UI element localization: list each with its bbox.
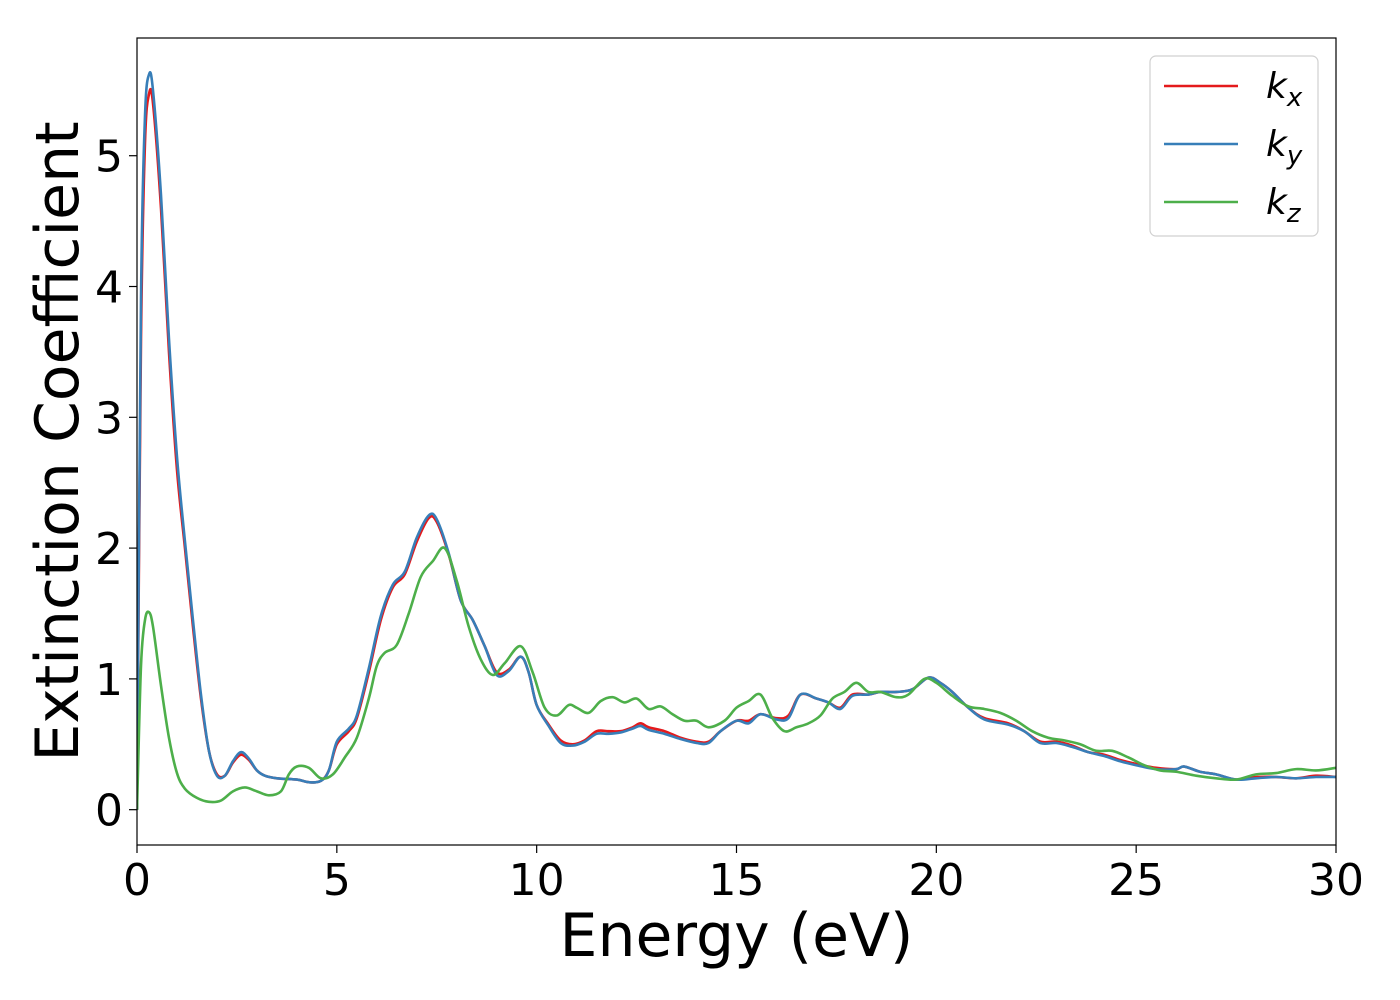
series-line-z	[137, 546, 1336, 810]
y-tick-label: 4	[95, 263, 123, 314]
x-axis-label: Energy (eV)	[560, 901, 914, 971]
legend-label-y: ky	[1266, 124, 1303, 171]
x-tick-label: 5	[323, 855, 351, 906]
x-tick-label: 0	[123, 855, 151, 906]
x-tick-label: 15	[709, 855, 765, 906]
legend-box	[1149, 55, 1319, 237]
series-layer	[137, 71, 1336, 810]
x-tick-label: 20	[908, 855, 964, 906]
y-tick-label: 5	[95, 132, 123, 183]
y-tick-label: 0	[95, 786, 123, 837]
legend-label-z: kz	[1266, 182, 1302, 229]
x-tick-label: 10	[509, 855, 565, 906]
legend: kx ky kz	[1149, 55, 1319, 237]
y-axis-ticks: 0 1 2 3 4 5	[95, 132, 137, 837]
legend-label-x: kx	[1266, 66, 1303, 113]
y-tick-label: 2	[95, 524, 123, 575]
y-tick-label: 3	[95, 393, 123, 444]
y-axis-label: Extinction Coefficient	[23, 121, 93, 761]
series-line-y	[137, 71, 1336, 810]
x-axis-ticks: 0 5 10 15 20 25 30	[123, 845, 1364, 906]
y-tick-label: 1	[95, 655, 123, 706]
x-tick-label: 30	[1308, 855, 1364, 906]
x-tick-label: 25	[1108, 855, 1164, 906]
